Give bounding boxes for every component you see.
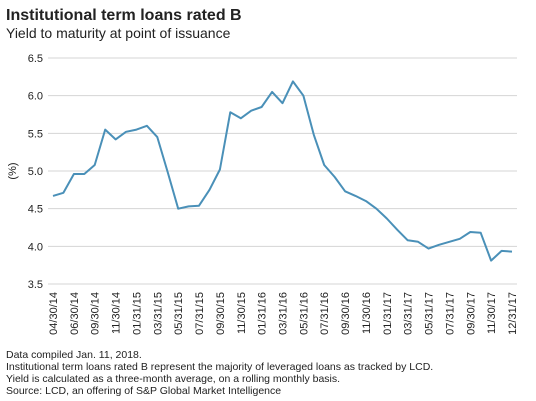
- x-tick-label: 11/30/16: [361, 292, 373, 334]
- x-tick-label: 05/31/17: [424, 292, 436, 335]
- note: Institutional term loans rated B represe…: [6, 361, 433, 373]
- x-tick-label: 11/30/15: [236, 292, 248, 334]
- x-tick-label: 06/30/14: [69, 292, 81, 335]
- x-tick-label: 11/30/17: [486, 292, 498, 334]
- x-tick-label: 09/30/16: [340, 292, 352, 335]
- x-tick-label: 09/30/14: [90, 292, 102, 335]
- x-tick-label: 05/31/16: [298, 292, 310, 335]
- y-tick-label: 6.5: [28, 53, 43, 65]
- x-tick-label: 09/30/17: [465, 292, 477, 335]
- x-tick-label: 03/31/15: [152, 292, 164, 335]
- chart-title: Institutional term loans rated B: [6, 7, 242, 24]
- x-tick-label: 11/30/14: [111, 292, 123, 334]
- x-tick-label: 09/30/15: [215, 292, 227, 335]
- x-tick-label: 12/31/17: [507, 292, 519, 335]
- y-tick-label: 4.0: [28, 241, 43, 253]
- x-tick-label: 01/31/16: [257, 292, 269, 335]
- x-tick-label: 07/31/15: [194, 292, 206, 335]
- x-tick-label: 07/31/16: [319, 292, 331, 335]
- x-tick-label: 05/31/15: [173, 292, 185, 335]
- note: Data compiled Jan. 11, 2018.: [6, 349, 142, 361]
- note: Yield is calculated as a three-month ave…: [6, 373, 340, 385]
- x-tick-label: 03/31/17: [403, 292, 415, 335]
- x-tick-label: 01/31/17: [382, 292, 394, 335]
- x-tick-label: 07/31/17: [444, 292, 456, 335]
- y-tick-label: 3.5: [28, 279, 43, 291]
- y-tick-label: 4.5: [28, 204, 43, 216]
- x-tick-label: 04/30/14: [48, 292, 60, 335]
- y-tick-label: 5.0: [28, 166, 43, 178]
- x-tick-label: 03/31/16: [278, 292, 290, 335]
- note: Source: LCD, an offering of S&P Global M…: [6, 385, 281, 397]
- y-tick-label: 5.5: [28, 128, 43, 140]
- y-axis-label: (%): [7, 162, 19, 179]
- chart-subtitle: Yield to maturity at point of issuance: [6, 25, 231, 41]
- x-tick-label: 01/31/15: [131, 292, 143, 335]
- y-tick-label: 6.0: [28, 91, 43, 103]
- data-line: [52, 80, 513, 262]
